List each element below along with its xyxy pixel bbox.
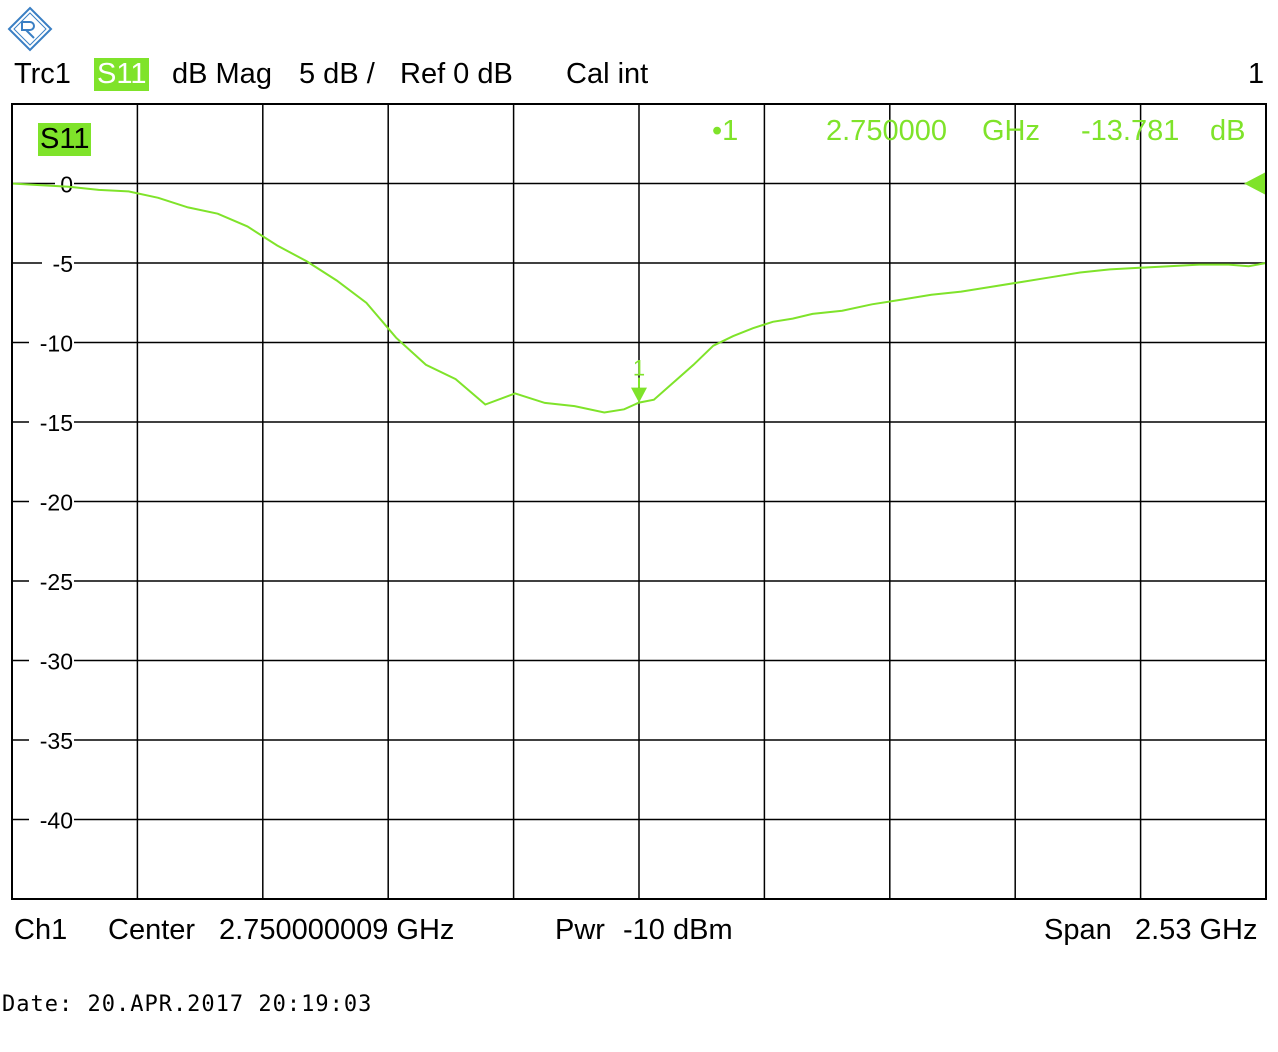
y-tick-label: -40 — [40, 808, 73, 834]
y-tick-label-bg — [55, 171, 74, 196]
s11-trace-line — [11, 182, 1267, 414]
reference-level-arrow-icon — [1244, 172, 1265, 195]
format-label: dB Mag — [172, 58, 272, 90]
marker-readout-label: •1 — [712, 115, 739, 147]
y-tick-label-bg — [29, 728, 74, 752]
power-value: -10 dBm — [623, 914, 733, 946]
date-line: Date: 20.APR.2017 20:19:03 — [2, 992, 373, 1017]
center-value: 2.750000009 GHz — [219, 914, 455, 946]
y-tick-label-bg — [29, 648, 74, 673]
y-tick-label: -30 — [40, 649, 73, 675]
ref-label: Ref 0 dB — [400, 58, 513, 90]
marker-number: 1 — [633, 356, 645, 381]
marker-readout-value: -13.781 — [1081, 115, 1180, 147]
span-value: 2.53 GHz — [1135, 914, 1258, 946]
y-tick-label: -15 — [40, 410, 73, 436]
span-label: Span — [1044, 914, 1112, 946]
power-label: Pwr — [555, 914, 605, 946]
y-tick-label-bg — [29, 330, 74, 355]
plot-grid — [12, 104, 1266, 899]
marker-readout-value-unit: dB — [1210, 115, 1246, 147]
y-tick-label-bg — [29, 410, 74, 434]
channel-label: Ch1 — [14, 914, 68, 946]
y-tick-label-bg — [29, 489, 74, 514]
param-badge[interactable]: S11 — [94, 58, 150, 91]
scale-label: 5 dB / — [299, 58, 375, 90]
marker-readout-freq: 2.750000 — [826, 115, 947, 147]
marker-1[interactable]: 1 — [631, 356, 647, 403]
channel-number: 1 — [1248, 58, 1265, 90]
trace-name: Trc1 — [14, 58, 71, 90]
y-tick-label: -35 — [40, 728, 73, 754]
y-axis-ticks: 0 -5 -10 -15 -20 -25 -30 -35 -40 — [29, 171, 74, 834]
y-tick-label: -20 — [40, 490, 73, 516]
y-tick-label-bg — [29, 569, 74, 593]
y-tick-label: -5 — [53, 251, 73, 277]
rs-logo-icon — [7, 6, 53, 52]
y-tick-label: -10 — [40, 331, 73, 357]
y-tick-label-bg — [42, 251, 74, 275]
plot-frame — [11, 103, 1267, 900]
y-tick-label: 0 — [60, 172, 73, 198]
marker-triangle-icon — [631, 387, 647, 403]
trace-tag: S11 — [38, 123, 92, 156]
y-tick-label: -25 — [40, 569, 73, 595]
center-label: Center — [108, 914, 196, 946]
cal-label: Cal int — [566, 58, 649, 90]
y-tick-label-bg — [29, 807, 74, 832]
marker-readout-freq-unit: GHz — [982, 115, 1040, 147]
